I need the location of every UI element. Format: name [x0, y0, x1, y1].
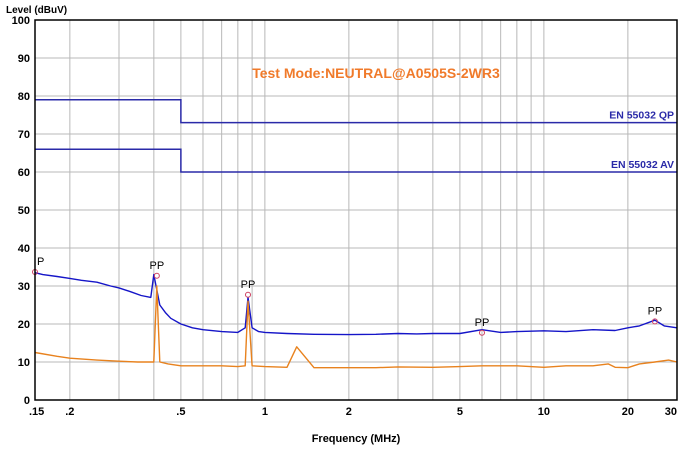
tick-labels: 0 10 20 30 40 50 60 70 80 90 100 .15 .2 .5 1 2 5 10 20 30 — [12, 15, 677, 418]
grid — [35, 20, 677, 400]
y-tick-label: 20 — [18, 319, 30, 331]
limit-line — [35, 148, 677, 173]
peak-marker-label: PP — [475, 317, 490, 329]
x-tick-label: .15 — [29, 406, 44, 418]
y-tick-label: 60 — [18, 167, 30, 179]
plot-frame — [34, 19, 678, 401]
x-tick-label: 20 — [622, 406, 634, 418]
y-tick-label: 90 — [18, 53, 30, 65]
y-tick-label: 80 — [18, 91, 30, 103]
peak-marker-point — [651, 318, 658, 325]
limit-line-label: EN 55032 QP — [609, 110, 674, 122]
x-tick-label: 30 — [665, 406, 677, 418]
x-tick-label: 5 — [457, 406, 463, 418]
y-tick-label: 70 — [18, 129, 30, 141]
x-tick-label: 1 — [262, 406, 268, 418]
series-group — [34, 272, 678, 369]
x-axis-label: Frequency (MHz) — [312, 433, 401, 445]
series-line — [34, 285, 678, 369]
peak-marker-point — [153, 272, 160, 279]
peak-marker-point — [245, 291, 252, 298]
peak-marker-label: PP — [149, 260, 164, 272]
peak-marker-point — [478, 329, 485, 336]
y-tick-label: 40 — [18, 243, 30, 255]
y-tick-label: 100 — [12, 15, 30, 27]
y-tick-label: 0 — [24, 395, 30, 407]
x-tick-label: 2 — [346, 406, 352, 418]
y-tick-label: 50 — [18, 205, 30, 217]
y-axis-label: Level (dBuV) — [6, 5, 67, 16]
y-tick-label: 10 — [18, 357, 30, 369]
peak-marker-label: PP — [648, 305, 663, 317]
peak-marker-label: PP — [241, 279, 256, 291]
x-tick-label: 10 — [538, 406, 550, 418]
limit-lines: EN 55032 QP EN 55032 AV — [35, 99, 677, 173]
x-tick-label: .5 — [176, 406, 185, 418]
peak-marker-label: P — [37, 256, 44, 268]
limit-line — [35, 99, 677, 124]
limit-line-label: EN 55032 AV — [611, 159, 674, 171]
series-line — [34, 272, 678, 336]
x-tick-label: .2 — [65, 406, 74, 418]
y-tick-label: 30 — [18, 281, 30, 293]
chart-title: Test Mode:NEUTRAL@A0505S-2WR3 — [252, 65, 500, 81]
